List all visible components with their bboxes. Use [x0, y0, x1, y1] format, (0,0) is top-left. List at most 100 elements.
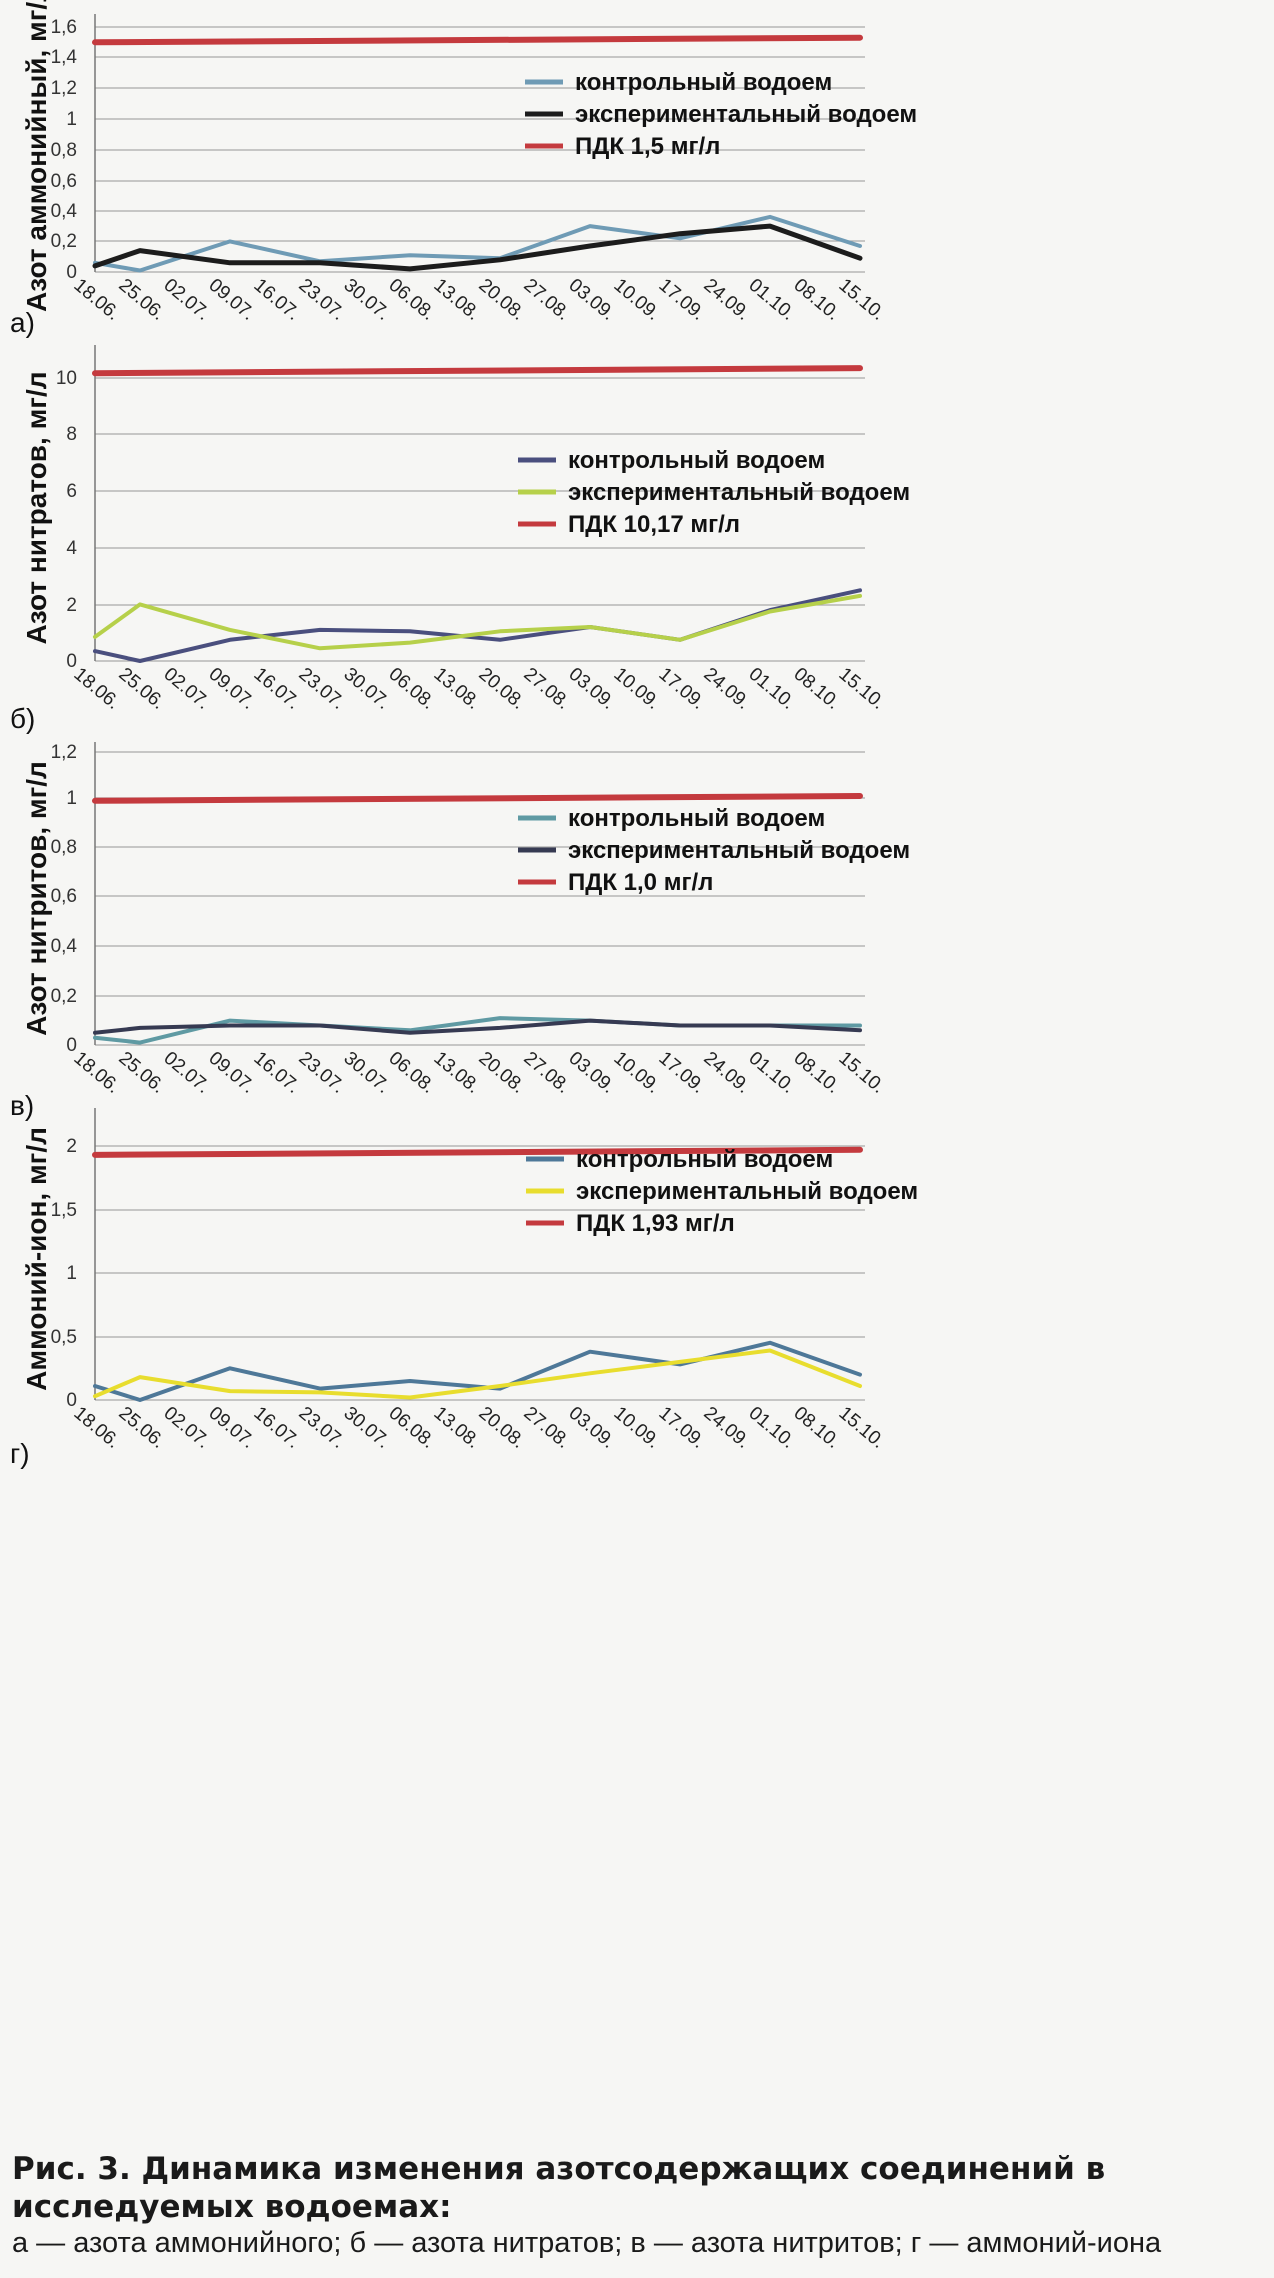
x-tick-label: 13.08. [430, 1048, 484, 1098]
x-tick-label: 23.07. [295, 1048, 349, 1098]
y-tick-label: 2 [66, 595, 77, 616]
y-tick-label: 0,6 [51, 171, 77, 192]
series-line-2 [92, 365, 863, 377]
x-tick-label: 20.08. [475, 1048, 529, 1098]
y-tick-label: 0,2 [51, 231, 77, 252]
x-tick-label: 25.06. [115, 275, 169, 325]
x-tick-label: 01.10. [745, 1048, 799, 1098]
y-tick-label: 1,2 [51, 742, 77, 763]
x-tick-label: 08.10. [790, 275, 844, 325]
y-tick-label: 10 [56, 368, 77, 389]
x-tick-label: 24.09. [700, 1403, 754, 1453]
x-tick-label: 03.09. [565, 1048, 619, 1098]
x-tick-label: 15.10. [835, 1403, 889, 1453]
x-tick-label: 01.10. [745, 664, 799, 714]
x-tick-label: 16.07. [250, 1048, 304, 1098]
y-tick-label: 6 [66, 481, 77, 502]
x-tick-label: 20.08. [475, 275, 529, 325]
x-tick-label: 20.08. [475, 664, 529, 714]
x-tick-label: 09.07. [205, 275, 259, 325]
legend-label: контрольный водоем [576, 1146, 833, 1173]
x-tick-label: 24.09. [700, 275, 754, 325]
x-tick-label: 08.10. [790, 664, 844, 714]
x-tick-label: 17.09. [655, 1048, 709, 1098]
caption-subtitle: а — азота аммонийного; б — азота нитрато… [12, 2227, 1162, 2259]
x-tick-label: 24.09. [700, 1048, 754, 1098]
x-tick-label: 10.09. [610, 1403, 664, 1453]
x-tick-label: 25.06. [115, 1403, 169, 1453]
x-tick-label: 27.08. [520, 664, 574, 714]
x-tick-label: 02.07. [160, 1403, 214, 1453]
x-tick-label: 01.10. [745, 1403, 799, 1453]
x-tick-label: 06.08. [385, 275, 439, 325]
y-tick-label: 0 [66, 1035, 77, 1056]
x-tick-label: 09.07. [205, 1048, 259, 1098]
y-axis-title: Азот нитритов, мг/л [21, 761, 52, 1036]
y-tick-label: 1,5 [51, 1200, 77, 1221]
x-tick-label: 16.07. [250, 275, 304, 325]
y-tick-label: 0,8 [51, 837, 77, 858]
legend-label: контрольный водоем [568, 805, 825, 832]
x-tick-label: 15.10. [835, 275, 889, 325]
x-tick-label: 10.09. [610, 1048, 664, 1098]
series-line-1 [93, 593, 862, 651]
x-tick-label: 02.07. [160, 275, 214, 325]
x-tick-label: 27.08. [520, 1048, 574, 1098]
y-tick-label: 0,5 [51, 1327, 77, 1348]
x-tick-label: 06.08. [385, 664, 439, 714]
y-tick-label: 1,6 [51, 17, 77, 38]
y-tick-label: 0,6 [51, 886, 77, 907]
y-tick-label: 1 [66, 1263, 77, 1284]
x-tick-label: 30.07. [340, 664, 394, 714]
y-axis-title: Аммоний-ион, мг/л [21, 1127, 52, 1391]
x-tick-label: 17.09. [655, 275, 709, 325]
series-line-1 [93, 1018, 862, 1035]
x-tick-label: 08.10. [790, 1403, 844, 1453]
y-tick-label: 0,8 [51, 140, 77, 161]
legend-label: экспериментальный водоем [575, 101, 917, 128]
x-tick-label: 15.10. [835, 1048, 889, 1098]
legend-label: экспериментальный водоем [568, 479, 910, 506]
x-tick-label: 10.09. [610, 275, 664, 325]
x-tick-label: 16.07. [250, 1403, 304, 1453]
series-line-1 [93, 1348, 862, 1400]
y-tick-label: 8 [66, 424, 77, 445]
series-line-0 [93, 1340, 862, 1402]
x-tick-label: 17.09. [655, 664, 709, 714]
x-tick-label: 03.09. [565, 275, 619, 325]
x-tick-label: 16.07. [250, 664, 304, 714]
x-tick-label: 24.09. [700, 664, 754, 714]
series-line-2 [92, 793, 863, 804]
legend-label: экспериментальный водоем [568, 837, 910, 864]
figure-caption: Рис. 3. Динамика изменения азотсодержащи… [12, 2150, 1262, 2260]
legend-label: ПДК 10,17 мг/л [568, 511, 740, 538]
x-tick-label: 30.07. [340, 1403, 394, 1453]
x-tick-label: 02.07. [160, 664, 214, 714]
x-tick-label: 17.09. [655, 1403, 709, 1453]
legend-label: ПДК 1,93 мг/л [576, 1210, 735, 1237]
series-line-2 [92, 34, 863, 46]
x-tick-label: 25.06. [115, 664, 169, 714]
series-line-2 [92, 1146, 863, 1158]
x-tick-label: 18.06. [70, 664, 124, 714]
x-tick-label: 30.07. [340, 1048, 394, 1098]
x-tick-label: 20.08. [475, 1403, 529, 1453]
legend-label: ПДК 1,5 мг/л [575, 133, 720, 160]
legend-label: контрольный водоем [575, 69, 832, 96]
legend-label: контрольный водоем [568, 447, 825, 474]
x-tick-label: 15.10. [835, 664, 889, 714]
y-tick-label: 0 [66, 1390, 77, 1411]
y-tick-label: 1 [66, 109, 77, 130]
y-tick-label: 0 [66, 651, 77, 672]
x-tick-label: 02.07. [160, 1048, 214, 1098]
y-tick-label: 1,4 [51, 47, 78, 68]
x-tick-label: 13.08. [430, 1403, 484, 1453]
panel-label: г) [10, 1438, 30, 1469]
x-tick-label: 18.06. [70, 1403, 124, 1453]
x-tick-label: 27.08. [520, 275, 574, 325]
x-tick-label: 13.08. [430, 275, 484, 325]
y-axis-title: Азот аммонийный, мг/л [21, 0, 52, 312]
x-tick-label: 06.08. [385, 1048, 439, 1098]
x-tick-label: 27.08. [520, 1403, 574, 1453]
x-tick-label: 25.06. [115, 1048, 169, 1098]
